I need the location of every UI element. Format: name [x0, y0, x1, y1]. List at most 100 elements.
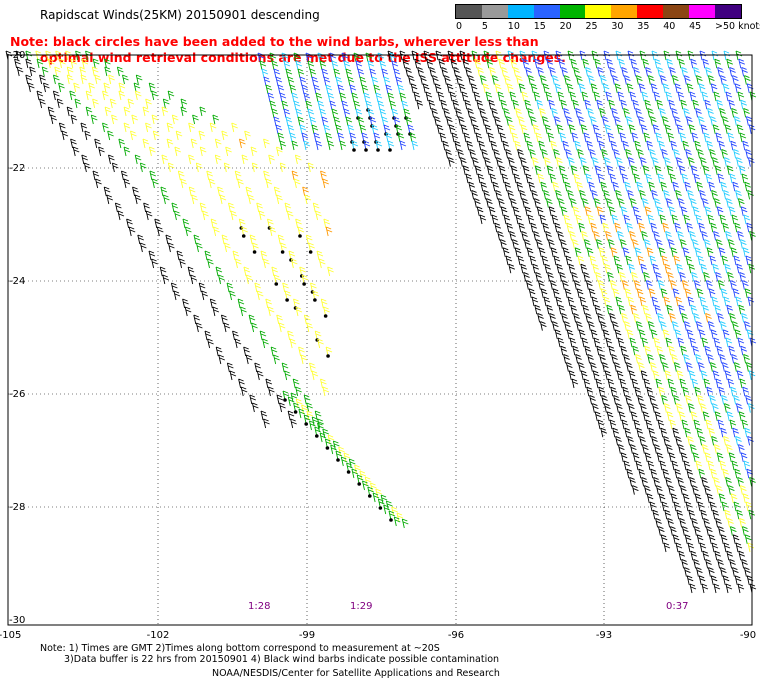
wind-barb [744, 534, 752, 544]
wind-barb [623, 353, 630, 364]
wind-barb [657, 419, 665, 430]
wind-barb [70, 114, 78, 125]
wind-barb [567, 189, 574, 200]
wind-barb [518, 222, 525, 233]
wind-barb [629, 198, 637, 208]
wind-barb [584, 99, 591, 110]
wind-barb [107, 130, 114, 141]
wind-barb [635, 214, 643, 225]
wind-barb [687, 157, 695, 167]
wind-barb [607, 378, 615, 389]
wind-barb [95, 178, 102, 189]
wind-barb [719, 567, 727, 577]
lon-label: -93 [595, 630, 613, 641]
wind-barb [581, 337, 589, 348]
wind-barb [730, 493, 738, 503]
legend-label: 5 [481, 21, 488, 32]
wind-barb [327, 92, 335, 103]
wind-barb [179, 258, 186, 269]
wind-barb [634, 247, 642, 257]
wind-barb [690, 304, 697, 315]
wind-barb [269, 52, 277, 63]
wind-barb [191, 194, 198, 205]
wind-barb [696, 288, 704, 298]
wind-barb [703, 517, 710, 528]
wind-barb [126, 218, 133, 229]
wind-barb [229, 370, 237, 381]
wind-barb [145, 98, 152, 109]
wind-barb [359, 124, 367, 135]
wind-barb [396, 512, 404, 523]
wind-barb [474, 165, 482, 175]
wind-barb [207, 258, 214, 269]
wind-barb [249, 234, 257, 245]
wind-barb [669, 526, 677, 536]
wind-barb [529, 116, 537, 126]
wind-barb [262, 338, 269, 349]
wind-barb [668, 345, 675, 356]
wind-barb [693, 419, 701, 430]
wind-barb [723, 435, 730, 446]
wind-barb [347, 124, 355, 135]
wind-barb [74, 98, 82, 109]
wind-barb [462, 58, 469, 69]
wind-barb [61, 130, 69, 141]
wind-barb [448, 124, 456, 134]
wind-barb [630, 411, 638, 421]
wind-barb [532, 263, 539, 274]
wind-barb [515, 214, 523, 225]
wind-barb [677, 444, 685, 454]
wind-barb [693, 526, 701, 536]
wind-barb [627, 435, 634, 446]
wind-barb [684, 288, 692, 298]
wind-barb [653, 230, 660, 241]
wind-barb [688, 509, 695, 520]
legend-label: >50 knots [715, 21, 760, 32]
wind-barb [271, 60, 279, 71]
wind-barb [573, 280, 581, 290]
wind-barb [695, 75, 703, 85]
wind-barb [682, 493, 690, 503]
wind-barb [599, 107, 606, 118]
wind-barb [117, 210, 125, 221]
wind-barb [654, 411, 662, 421]
wind-barb [686, 575, 694, 585]
wind-barb [657, 526, 665, 536]
wind-barb [304, 194, 312, 205]
wind-barb [647, 460, 655, 471]
wind-barb [319, 108, 327, 119]
wind-barb [737, 91, 745, 102]
wind-barb [598, 140, 605, 151]
wind-barb [707, 214, 715, 225]
wind-barb [731, 353, 738, 364]
wind-barb [659, 107, 666, 118]
wind-barb [623, 460, 631, 471]
wind-barb [625, 362, 633, 372]
wind-barb [479, 214, 487, 225]
wind-barb [534, 304, 541, 315]
wind-barb [627, 296, 635, 307]
wind-barb [565, 362, 573, 372]
wind-barb [599, 75, 607, 85]
wind-barb [461, 91, 469, 102]
wind-barb [422, 83, 430, 93]
wind-barb [650, 83, 658, 93]
wind-barb [295, 306, 303, 317]
wind-barb [542, 222, 549, 233]
wind-barb [537, 173, 545, 184]
wind-barb [218, 354, 225, 365]
wind-barb [297, 68, 305, 79]
wind-barb [14, 58, 21, 69]
wind-barb [737, 230, 744, 241]
wind-barb [413, 91, 421, 102]
wind-barb [681, 526, 689, 536]
wind-barb [561, 66, 568, 77]
wind-barb [725, 91, 733, 102]
wind-barb [558, 165, 566, 175]
wind-barb [669, 419, 677, 430]
wind-barb [699, 403, 707, 413]
wind-barb [636, 427, 643, 438]
wind-barb [127, 98, 135, 109]
wind-barb [462, 165, 470, 175]
wind-barb [479, 107, 486, 118]
